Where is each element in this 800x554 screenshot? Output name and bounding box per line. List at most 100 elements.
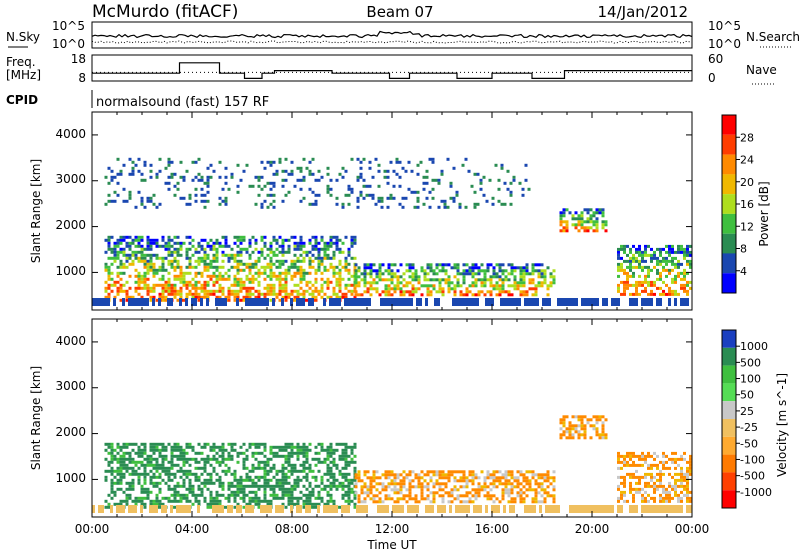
data-cell — [146, 244, 150, 248]
data-cell — [326, 502, 330, 506]
data-cell — [287, 469, 291, 473]
data-cell — [329, 265, 333, 269]
data-cell — [495, 275, 499, 279]
data-cell — [260, 235, 264, 239]
data-cell — [257, 445, 261, 449]
data-cell — [200, 283, 204, 287]
data-cell — [671, 250, 674, 254]
data-cell — [296, 496, 300, 500]
data-cell — [677, 493, 680, 497]
data-cell — [623, 454, 626, 458]
data-cell — [191, 265, 195, 269]
data-cell — [251, 262, 255, 266]
data-cell — [543, 488, 547, 492]
data-cell — [369, 293, 373, 297]
data-cell — [206, 502, 210, 506]
data-cell — [146, 199, 150, 203]
data-cell — [399, 293, 403, 297]
data-cell — [683, 268, 686, 272]
data-cell — [257, 268, 261, 272]
data-cell — [302, 505, 306, 509]
data-cell — [552, 275, 556, 279]
data-cell — [116, 487, 120, 491]
data-cell — [194, 298, 197, 306]
data-cell — [546, 491, 550, 495]
data-cell — [387, 494, 391, 498]
data-cell — [128, 253, 132, 257]
data-cell — [179, 268, 183, 272]
data-cell — [311, 298, 314, 306]
data-cell — [632, 463, 635, 467]
data-cell — [357, 470, 361, 474]
data-cell — [242, 496, 246, 500]
data-cell — [456, 497, 460, 501]
data-cell — [248, 271, 252, 275]
data-cell — [266, 499, 270, 503]
data-cell — [116, 244, 120, 248]
data-cell — [477, 491, 481, 495]
data-cell — [534, 497, 538, 501]
data-cell — [527, 298, 530, 306]
data-cell — [528, 272, 532, 276]
data-cell — [302, 196, 306, 200]
data-cell — [365, 193, 369, 197]
data-cell — [299, 274, 303, 278]
data-cell — [473, 298, 476, 306]
data-cell — [191, 448, 195, 452]
data-cell — [134, 442, 138, 446]
data-cell — [534, 269, 538, 273]
data-cell — [137, 157, 141, 161]
data-cell — [335, 478, 339, 482]
data-cell — [546, 479, 550, 483]
data-cell — [543, 476, 547, 480]
data-cell — [194, 460, 198, 464]
data-cell — [405, 494, 409, 498]
data-cell — [464, 298, 467, 306]
data-cell — [375, 476, 379, 480]
data-cell — [495, 470, 499, 474]
data-cell — [396, 491, 400, 495]
data-cell — [344, 442, 348, 446]
data-cell — [182, 451, 186, 455]
data-cell — [155, 493, 159, 497]
data-cell — [224, 235, 228, 239]
data-cell — [347, 481, 351, 485]
data-cell — [635, 463, 638, 467]
data-cell — [629, 283, 632, 287]
data-cell — [257, 178, 261, 182]
data-cell — [549, 482, 553, 486]
data-cell — [176, 445, 180, 449]
data-cell — [116, 256, 120, 260]
data-cell — [317, 451, 321, 455]
cpid-value: normalsound (fast) 157 RF — [96, 95, 269, 110]
data-cell — [116, 253, 120, 257]
data-cell — [495, 281, 499, 285]
data-cell — [299, 259, 303, 263]
data-cell — [125, 499, 129, 503]
data-cell — [435, 290, 439, 294]
data-cell — [623, 457, 626, 461]
data-cell — [218, 484, 222, 488]
data-cell — [372, 281, 376, 285]
data-cell — [245, 298, 248, 306]
nsearch-label: N.Search — [746, 30, 800, 44]
data-cell — [290, 502, 294, 506]
data-cell — [185, 451, 189, 455]
data-cell — [203, 460, 207, 464]
data-cell — [131, 478, 135, 482]
data-cell — [290, 235, 294, 239]
data-cell — [359, 505, 362, 513]
data-cell — [206, 460, 210, 464]
data-cell — [248, 499, 252, 503]
colorbar-tick-label: 50 — [740, 389, 754, 402]
data-cell — [483, 284, 487, 288]
data-cell — [595, 223, 599, 227]
data-cell — [113, 256, 117, 260]
data-cell — [140, 454, 144, 458]
data-cell — [179, 454, 183, 458]
data-cell — [501, 278, 505, 282]
data-cell — [680, 469, 683, 473]
data-cell — [197, 295, 201, 299]
data-cell — [683, 475, 686, 479]
data-cell — [158, 499, 162, 503]
